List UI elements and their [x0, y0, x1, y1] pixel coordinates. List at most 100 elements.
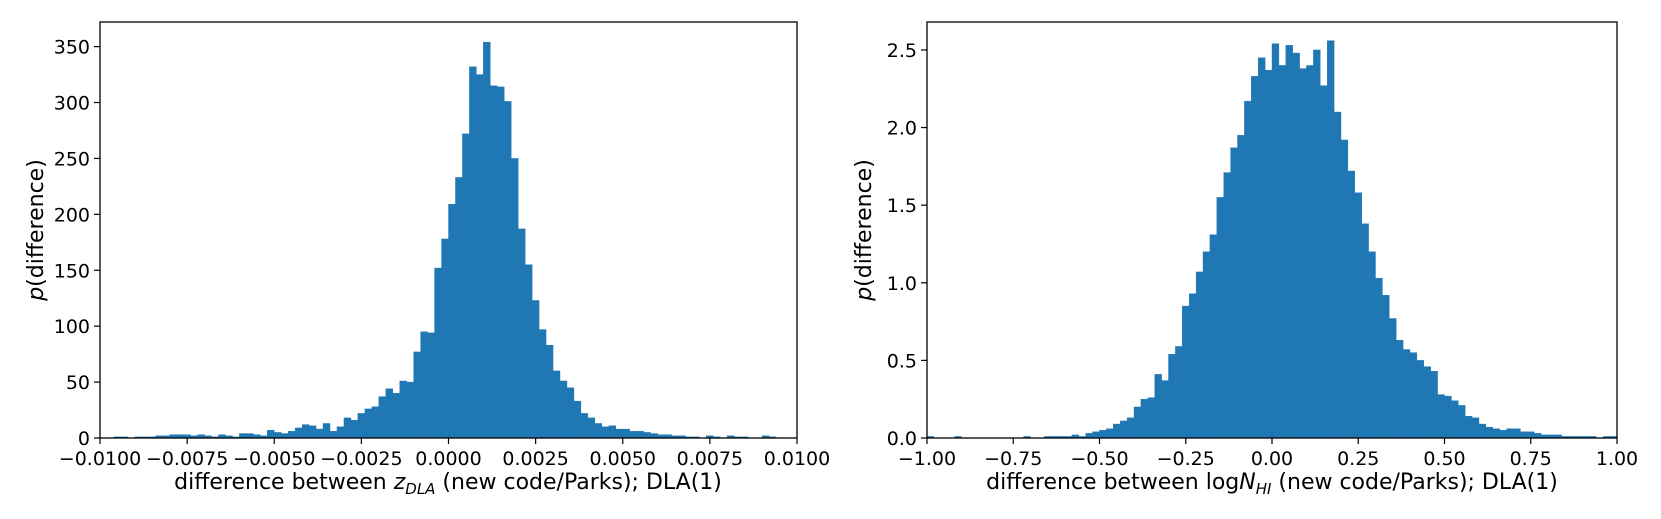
histogram-bar	[587, 417, 596, 439]
histogram-bar	[1382, 294, 1390, 439]
y-tick-label: 50	[66, 372, 90, 394]
histogram-bar	[357, 413, 366, 439]
y-tick-label: 2.5	[887, 40, 917, 62]
x-tick-label: −0.0100	[59, 448, 141, 470]
histogram-bar	[1451, 400, 1459, 439]
x-tick-label: 0.75	[1510, 448, 1552, 470]
histogram-bar	[1313, 49, 1321, 439]
histogram-bar	[1126, 417, 1135, 439]
histogram-bar	[274, 432, 282, 439]
histogram-bar	[650, 433, 658, 439]
histogram-bar	[629, 431, 637, 439]
histogram-bar	[1168, 353, 1176, 439]
histogram-bar	[350, 419, 359, 439]
histogram-bar	[1527, 431, 1535, 439]
histogram-bar	[1520, 431, 1528, 439]
right-histogram-panel: −1.00 −0.75 −0.50 −0.25 0.00 0.25 0.50 0.75 1.00…	[852, 21, 1638, 498]
histogram-bar	[434, 267, 442, 439]
histogram-bar	[615, 428, 623, 439]
histogram-bar	[1340, 139, 1349, 439]
histogram-bar	[1278, 65, 1287, 439]
histogram-bar	[1140, 398, 1149, 439]
histogram-bar	[1361, 223, 1369, 439]
histogram-bar	[538, 329, 547, 439]
histogram-bar	[601, 426, 610, 439]
histogram-bar	[1106, 428, 1114, 439]
histogram-bar	[1478, 423, 1487, 439]
histogram-bar	[1389, 318, 1397, 439]
histogram-bar	[1458, 405, 1466, 439]
histogram-bar	[511, 158, 519, 439]
histogram-bar	[1326, 40, 1335, 439]
histogram-bar	[1492, 428, 1500, 439]
histogram-bar	[322, 423, 331, 439]
x-tick-label: −0.0075	[146, 448, 228, 470]
histogram-bar	[1464, 416, 1473, 439]
histogram-bar	[1306, 65, 1314, 439]
histogram-bar	[1195, 271, 1204, 439]
x-tick-label: −0.0050	[233, 448, 315, 470]
x-tick-label: 0.0000	[415, 448, 481, 470]
histogram-bar	[1085, 433, 1093, 439]
histogram-bar	[636, 431, 644, 439]
histogram-bar	[1099, 430, 1107, 439]
histogram-bar	[1223, 172, 1231, 439]
histogram-bar	[413, 351, 421, 439]
histogram-bar	[364, 408, 373, 439]
x-tick-label: 0.0075	[677, 448, 743, 470]
histogram-bar	[1513, 428, 1521, 439]
left-x-axis-label: difference between zDLA (new code/Parks)…	[174, 470, 722, 498]
histogram-bar	[1375, 277, 1383, 439]
y-tick-label: 2.0	[887, 118, 917, 140]
y-tick-label: 100	[54, 316, 90, 338]
y-tick-label: 0.0	[887, 428, 917, 450]
right-y-axis: 0.0 0.5 1.0 1.5 2.0 2.5	[887, 40, 927, 450]
histogram-bar	[455, 177, 463, 439]
histogram-bar	[406, 381, 414, 439]
y-tick-label: 0.5	[887, 350, 917, 372]
histogram-bar	[1119, 420, 1128, 439]
histogram-bar	[1251, 76, 1259, 439]
histogram-bar	[378, 396, 386, 439]
histogram-bar	[294, 427, 303, 439]
histogram-bar	[643, 432, 651, 439]
histogram-bar	[1444, 395, 1452, 439]
histogram-bar	[476, 74, 484, 439]
histogram-bar	[1202, 251, 1211, 439]
histogram-bar	[518, 228, 526, 439]
histogram-bar	[1416, 360, 1425, 439]
histogram-bar	[287, 431, 296, 439]
histogram-bar	[1506, 428, 1514, 439]
histogram-bar	[573, 400, 582, 439]
histogram-bar	[1147, 397, 1155, 439]
x-tick-label: −0.25	[1157, 448, 1215, 470]
x-tick-label: 0.0100	[764, 448, 830, 470]
histogram-bar	[1299, 68, 1307, 439]
histogram-bar	[1485, 426, 1494, 439]
histogram-bar	[1230, 147, 1238, 439]
left-y-axis: 0 50 100 150 200 250 300 350	[54, 37, 100, 450]
histogram-bar	[1423, 366, 1431, 439]
histogram-bar	[441, 238, 449, 439]
x-tick-label: −0.50	[1070, 448, 1128, 470]
left-histogram-panel: −0.0100 −0.0075 −0.0050 −0.0025 0.0000 0.0025…	[24, 21, 830, 498]
histogram-bar	[1285, 45, 1293, 439]
y-tick-label: 150	[54, 260, 90, 282]
histogram-bar	[1154, 374, 1162, 439]
histogram-bar	[545, 344, 554, 439]
histogram-bar	[483, 41, 491, 439]
left-x-axis: −0.0100 −0.0075 −0.0050 −0.0025 0.0000 0.0025…	[59, 438, 830, 470]
histogram-bar	[566, 387, 575, 439]
histogram-bar	[1430, 371, 1438, 439]
histogram-bar	[1354, 192, 1362, 439]
x-tick-label: 0.0050	[590, 448, 656, 470]
histogram-bar	[399, 380, 407, 439]
histogram-bar	[420, 331, 428, 439]
histogram-bar	[427, 332, 435, 439]
histogram-bar	[1092, 431, 1100, 439]
histogram-bar	[1264, 69, 1273, 439]
histogram-bar	[1271, 43, 1280, 439]
y-tick-label: 250	[54, 148, 90, 170]
histogram-bar	[608, 425, 616, 439]
left-y-axis-label: p(difference)	[24, 159, 49, 302]
